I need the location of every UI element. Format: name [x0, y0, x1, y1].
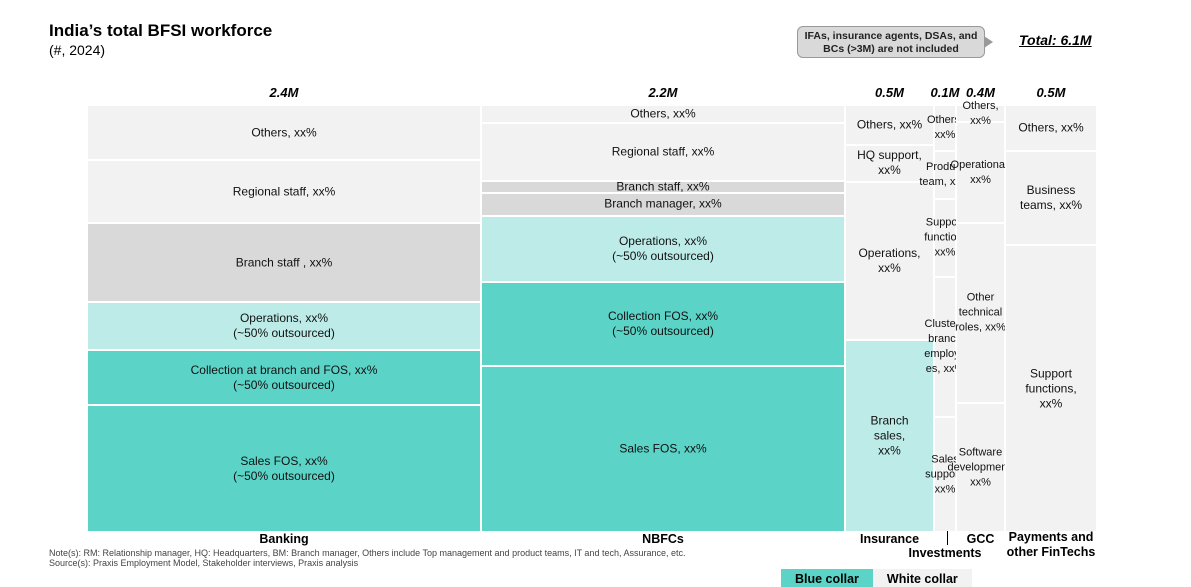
legend: Blue collar White collar: [781, 569, 972, 587]
category-label: Banking: [259, 532, 309, 546]
segment-banking: [87, 405, 481, 532]
column-value-label: 2.4M: [269, 85, 299, 100]
exclusion-callout: IFAs, insurance agents, DSAs, and BCs (>…: [797, 26, 993, 58]
segment-label: Operations, xx%: [858, 245, 921, 275]
segment-nbfcs: [481, 215, 845, 283]
segment-label: Branch staff, xx%: [616, 179, 710, 194]
column-value-label: 0.5M: [875, 85, 904, 100]
note-text: Note(s): RM: Relationship manager, HQ: H…: [49, 548, 686, 558]
segment-label: Operations, xx% (~50% outsourced): [612, 233, 714, 263]
segment-insurance: [845, 181, 934, 340]
investments-leader-line: [947, 531, 948, 545]
total-label: Total: 6.1M: [1019, 32, 1092, 48]
segment-label: Software development, xx%: [947, 446, 1014, 489]
source-text: Source(s): Praxis Employment Model, Stak…: [49, 558, 359, 568]
segment-payments-and: [1005, 245, 1097, 532]
segment-label: Others, xx%: [1018, 120, 1084, 135]
segment-nbfcs: [481, 105, 845, 123]
segment-banking: [87, 160, 481, 224]
segment-label: Other technical roles, xx%: [955, 291, 1006, 334]
segment-label: Others, xx%: [251, 125, 317, 140]
segment-insurance: [845, 105, 934, 145]
segment-label: Others, xx%: [962, 99, 999, 127]
segment-label: Others, xx%: [630, 106, 696, 121]
segment-investments: [934, 198, 956, 278]
segment-label: Support functions, xx%: [1025, 366, 1077, 411]
segment-label: Regional staff, xx%: [611, 144, 715, 159]
segment-label: Others, xx%: [856, 117, 923, 132]
category-label: Investments: [908, 546, 982, 560]
segment-banking: [87, 223, 481, 303]
segment-nbfcs: [481, 366, 845, 532]
legend-white-collar: White collar: [872, 569, 972, 587]
segment-label: Operational, xx%: [950, 158, 1011, 186]
segment-gcc: [956, 122, 1005, 224]
legend-blue-collar: Blue collar: [781, 569, 873, 587]
chart-subtitle: (#, 2024): [49, 42, 106, 58]
segment-label: Branch sales, xx%: [870, 413, 909, 458]
segment-banking: [87, 105, 481, 161]
column-value-label: 0.1M: [930, 85, 960, 100]
column-value-label: 0.5M: [1036, 85, 1066, 100]
segment-investments: [934, 277, 956, 418]
segment-gcc: [956, 105, 1005, 123]
segment-label: Others, xx%: [926, 113, 964, 141]
segment-payments-and: [1005, 151, 1097, 246]
segment-label: HQ support, xx%: [857, 148, 922, 178]
category-label: NBFCs: [642, 532, 684, 546]
segment-nbfcs: [481, 180, 845, 193]
segment-label: Cluster / branch employe es, xx%: [924, 318, 966, 376]
category-label: GCC: [966, 532, 995, 546]
segment-nbfcs: [481, 192, 845, 216]
column-value-label: 0.4M: [966, 85, 995, 100]
segment-nbfcs: [481, 282, 845, 367]
segment-gcc: [956, 223, 1005, 404]
segment-investments: [934, 417, 956, 532]
segment-investments: [934, 150, 956, 199]
notes: Note(s): RM: Relationship manager, HQ: H…: [49, 548, 686, 568]
segment-nbfcs: [481, 122, 845, 181]
segment-label: Sales support, xx%: [925, 453, 965, 496]
segment-label: Sales FOS, xx%: [619, 441, 707, 456]
segment-label: Support function, xx%: [924, 216, 966, 259]
segment-label: Operations, xx% (~50% outsourced): [233, 311, 335, 341]
segment-label: Branch manager, xx%: [604, 196, 722, 211]
segment-label: Business teams, xx%: [1019, 183, 1082, 213]
segment-label: Collection FOS, xx% (~50% outsourced): [607, 309, 719, 339]
segment-label: Regional staff, xx%: [232, 184, 336, 199]
segment-investments: [934, 105, 956, 151]
segment-label: Sales FOS, xx% (~50% outsourced): [233, 453, 335, 483]
segment-gcc: [956, 403, 1005, 532]
category-label: Insurance: [859, 532, 920, 546]
segment-label: Collection at branch and FOS, xx% (~50% o…: [190, 362, 378, 392]
segment-insurance: [845, 144, 934, 182]
segment-banking: [87, 350, 481, 406]
chart-title: India’s total BFSI workforce: [49, 21, 273, 40]
category-label: Payments and other FinTechs: [1006, 530, 1096, 559]
column-value-label: 2.2M: [648, 85, 678, 100]
segment-label: Branch staff , xx%: [235, 255, 333, 270]
segment-insurance: [845, 339, 934, 532]
segment-payments-and: [1005, 105, 1097, 152]
segment-banking: [87, 302, 481, 351]
